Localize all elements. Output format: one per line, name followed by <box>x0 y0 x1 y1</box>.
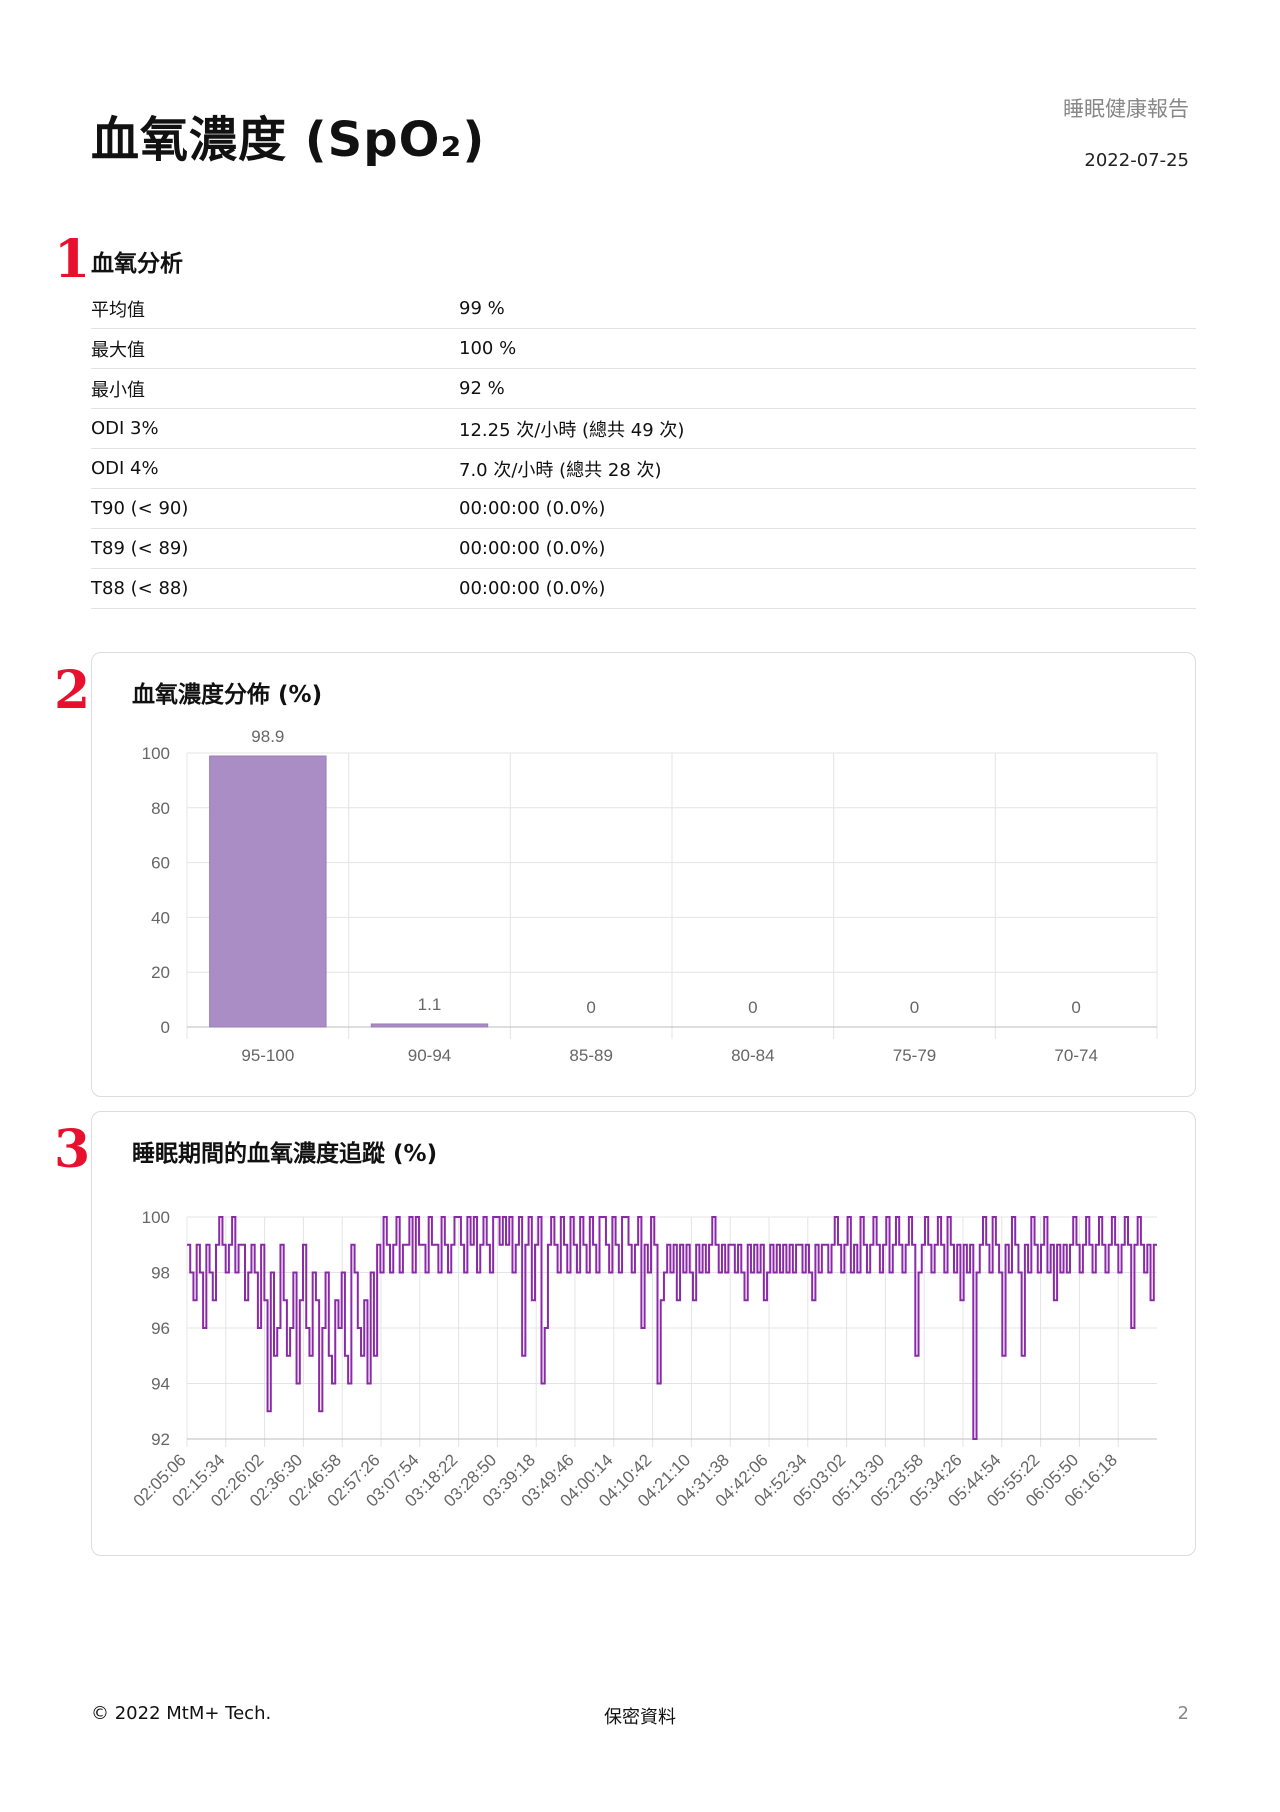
y-tick-label: 96 <box>151 1319 170 1338</box>
x-category-label: 75-79 <box>893 1046 936 1065</box>
y-tick-label: 100 <box>142 744 170 763</box>
bar-value-label: 0 <box>586 998 595 1017</box>
bar-value-label: 0 <box>1071 998 1080 1017</box>
y-tick-label: 80 <box>151 799 170 818</box>
footer-copyright: © 2022 MtM+ Tech. <box>91 1703 272 1724</box>
trend-chart: 9294969810002:05:0602:15:3402:26:0202:36… <box>130 1208 1157 1511</box>
bar-95-100 <box>209 755 327 1028</box>
bar-value-label: 0 <box>748 998 757 1017</box>
stat-row: 平均值 99 % <box>91 289 1196 329</box>
y-tick-label: 0 <box>161 1018 170 1037</box>
section-marker-1: 1 <box>54 229 91 290</box>
y-tick-label: 92 <box>151 1430 170 1449</box>
stat-row: ODI 3% 12.25 次/小時 (總共 49 次) <box>91 409 1196 449</box>
page-number: 2 <box>1177 1703 1189 1724</box>
x-category-label: 95-100 <box>241 1046 294 1065</box>
stat-value: 92 % <box>459 378 505 399</box>
trend-chart-title: 睡眠期間的血氧濃度追蹤 (%) <box>132 1141 438 1167</box>
y-tick-label: 98 <box>151 1264 170 1283</box>
stat-label: T90 (< 90) <box>91 498 189 519</box>
stat-value: 00:00:00 (0.0%) <box>459 538 606 559</box>
report-name: 睡眠健康報告 <box>1063 97 1189 121</box>
stat-label: ODI 3% <box>91 418 159 439</box>
stats-table: 平均值 99 % 最大值 100 % 最小值 92 % ODI 3% 12.25 次/小時 (… <box>91 289 1196 609</box>
stat-value: 100 % <box>459 338 517 359</box>
stat-label: T88 (< 88) <box>91 578 189 599</box>
stat-value: 7.0 次/小時 (總共 28 次) <box>459 459 662 481</box>
stat-row: 最小值 92 % <box>91 369 1196 409</box>
stat-row: T90 (< 90) 00:00:00 (0.0%) <box>91 489 1196 529</box>
stat-value: 12.25 次/小時 (總共 49 次) <box>459 419 685 441</box>
bar-value-label: 1.1 <box>418 995 442 1014</box>
bar-value-label: 98.9 <box>251 727 284 746</box>
stat-row: T88 (< 88) 00:00:00 (0.0%) <box>91 569 1196 609</box>
page-title: 血氧濃度 (SpO₂) <box>91 112 486 168</box>
x-category-label: 70-74 <box>1054 1046 1097 1065</box>
x-category-label: 85-89 <box>569 1046 612 1065</box>
y-tick-label: 40 <box>151 908 170 927</box>
stat-row: T89 (< 89) 00:00:00 (0.0%) <box>91 529 1196 569</box>
stat-label: 最大值 <box>91 339 145 361</box>
y-tick-label: 60 <box>151 854 170 873</box>
footer-confidential: 保密資料 <box>604 1707 676 1728</box>
stat-label: T89 (< 89) <box>91 538 189 559</box>
bar-value-label: 0 <box>910 998 919 1017</box>
y-tick-label: 100 <box>142 1208 170 1227</box>
stat-label: 平均值 <box>91 299 145 321</box>
stat-label: 最小值 <box>91 379 145 401</box>
distribution-chart: 0 20 40 60 80 100 98.9 95-100 1.1 90-94 0 85-89 0 80-… <box>142 727 1158 1065</box>
distribution-chart-title: 血氧濃度分佈 (%) <box>132 682 323 708</box>
y-tick-label: 20 <box>151 963 170 982</box>
stat-label: ODI 4% <box>91 458 159 479</box>
stat-value: 99 % <box>459 298 505 319</box>
stat-value: 00:00:00 (0.0%) <box>459 498 606 519</box>
section-marker-2: 2 <box>54 660 91 721</box>
analysis-section-title: 血氧分析 <box>91 251 183 277</box>
trend-chart-card: 睡眠期間的血氧濃度追蹤 (%) 92 94 96 98 100 02:05:06 02:15… <box>91 1111 1196 1556</box>
x-category-label: 80-84 <box>731 1046 774 1065</box>
distribution-chart-card: 血氧濃度分佈 (%) 0 20 40 60 80 100 98.9 95-100 1.1 90-9… <box>91 652 1196 1097</box>
y-tick-label: 94 <box>151 1375 170 1394</box>
stat-value: 00:00:00 (0.0%) <box>459 578 606 599</box>
spo2-series-line <box>187 1216 1157 1440</box>
stat-row: ODI 4% 7.0 次/小時 (總共 28 次) <box>91 449 1196 489</box>
section-marker-3: 3 <box>54 1119 91 1180</box>
bar-90-94 <box>370 1023 489 1028</box>
x-category-label: 90-94 <box>408 1046 451 1065</box>
stat-row: 最大值 100 % <box>91 329 1196 369</box>
report-date: 2022-07-25 <box>1084 150 1189 171</box>
